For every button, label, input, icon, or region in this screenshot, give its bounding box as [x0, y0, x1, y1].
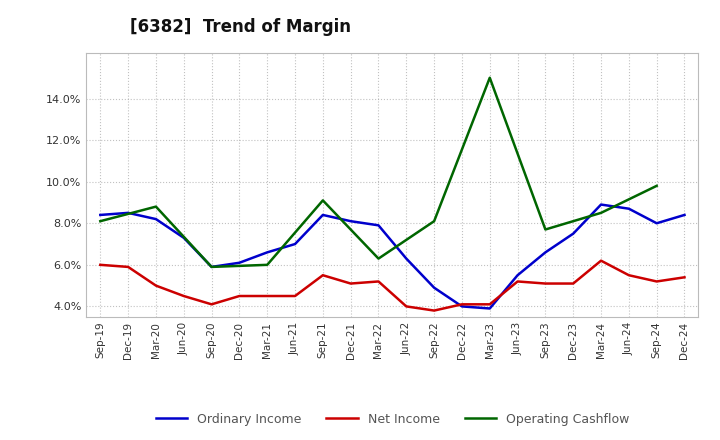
Net Income	[402, 304, 410, 309]
Net Income	[318, 273, 327, 278]
Line: Operating Cashflow: Operating Cashflow	[100, 78, 657, 267]
Net Income	[291, 293, 300, 299]
Ordinary Income	[96, 213, 104, 218]
Text: [6382]  Trend of Margin: [6382] Trend of Margin	[130, 18, 351, 36]
Ordinary Income	[569, 231, 577, 236]
Net Income	[569, 281, 577, 286]
Ordinary Income	[124, 210, 132, 216]
Net Income	[652, 279, 661, 284]
Line: Net Income: Net Income	[100, 260, 685, 311]
Operating Cashflow	[207, 264, 216, 270]
Operating Cashflow	[96, 219, 104, 224]
Operating Cashflow	[652, 183, 661, 188]
Net Income	[458, 302, 467, 307]
Net Income	[541, 281, 550, 286]
Net Income	[374, 279, 383, 284]
Ordinary Income	[485, 306, 494, 311]
Net Income	[597, 258, 606, 263]
Ordinary Income	[680, 213, 689, 218]
Net Income	[124, 264, 132, 270]
Net Income	[263, 293, 271, 299]
Ordinary Income	[346, 219, 355, 224]
Net Income	[179, 293, 188, 299]
Net Income	[346, 281, 355, 286]
Ordinary Income	[513, 273, 522, 278]
Net Income	[96, 262, 104, 268]
Operating Cashflow	[541, 227, 550, 232]
Ordinary Income	[430, 285, 438, 290]
Operating Cashflow	[318, 198, 327, 203]
Net Income	[485, 302, 494, 307]
Ordinary Income	[235, 260, 243, 265]
Operating Cashflow	[152, 204, 161, 209]
Ordinary Income	[624, 206, 633, 211]
Ordinary Income	[597, 202, 606, 207]
Ordinary Income	[207, 264, 216, 270]
Net Income	[680, 275, 689, 280]
Operating Cashflow	[485, 75, 494, 81]
Net Income	[430, 308, 438, 313]
Ordinary Income	[152, 216, 161, 222]
Ordinary Income	[318, 213, 327, 218]
Ordinary Income	[652, 220, 661, 226]
Operating Cashflow	[263, 262, 271, 268]
Net Income	[513, 279, 522, 284]
Ordinary Income	[263, 250, 271, 255]
Line: Ordinary Income: Ordinary Income	[100, 205, 685, 308]
Ordinary Income	[291, 242, 300, 247]
Ordinary Income	[541, 250, 550, 255]
Operating Cashflow	[430, 219, 438, 224]
Operating Cashflow	[597, 210, 606, 216]
Ordinary Income	[179, 235, 188, 240]
Net Income	[624, 273, 633, 278]
Net Income	[235, 293, 243, 299]
Legend: Ordinary Income, Net Income, Operating Cashflow: Ordinary Income, Net Income, Operating C…	[150, 407, 634, 430]
Ordinary Income	[458, 304, 467, 309]
Net Income	[152, 283, 161, 288]
Ordinary Income	[374, 223, 383, 228]
Operating Cashflow	[374, 256, 383, 261]
Net Income	[207, 302, 216, 307]
Ordinary Income	[402, 256, 410, 261]
